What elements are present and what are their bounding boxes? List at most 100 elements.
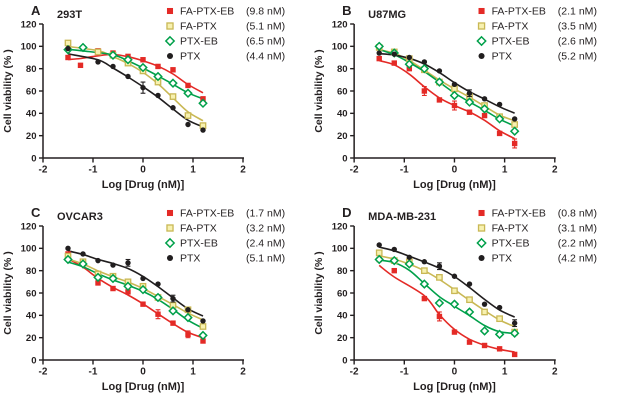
svg-text:40: 40 bbox=[337, 109, 348, 120]
legend-label: PTX bbox=[492, 51, 512, 63]
svg-text:-1: -1 bbox=[400, 165, 409, 176]
series-PTX bbox=[376, 242, 518, 328]
svg-text:120: 120 bbox=[332, 221, 348, 232]
legend-ic50: (2.2 nM) bbox=[558, 238, 597, 250]
panel-title: 293T bbox=[57, 9, 82, 21]
legend-ic50: (6.5 nM) bbox=[246, 36, 285, 48]
series-PTX bbox=[65, 45, 206, 133]
curve-PTX-EB bbox=[67, 261, 204, 330]
curve-FA-PTX-EB bbox=[378, 264, 515, 353]
legend-label: PTX-EB bbox=[180, 36, 218, 48]
svg-text:100: 100 bbox=[21, 42, 37, 53]
panel-title: MDA-MB-231 bbox=[368, 211, 436, 223]
svg-text:20: 20 bbox=[26, 131, 37, 142]
svg-text:2: 2 bbox=[240, 367, 246, 378]
series-PTX bbox=[376, 50, 518, 122]
legend-ic50: (1.7 nM) bbox=[246, 208, 285, 220]
legend-label: PTX bbox=[492, 253, 512, 265]
svg-text:-2: -2 bbox=[39, 165, 48, 176]
svg-text:-1: -1 bbox=[89, 165, 98, 176]
legend-label: PTX-EB bbox=[492, 36, 530, 48]
curve-PTX-EB bbox=[378, 48, 515, 127]
legend-ic50: (2.6 nM) bbox=[558, 36, 597, 48]
svg-text:0: 0 bbox=[342, 153, 347, 164]
series-PTX-EB bbox=[374, 254, 520, 340]
svg-text:0: 0 bbox=[452, 367, 458, 378]
curve-PTX bbox=[67, 250, 204, 317]
legend-label: FA-PTX bbox=[180, 223, 217, 235]
legend-ic50: (2.1 nM) bbox=[558, 6, 597, 18]
legend-ic50: (0.8 nM) bbox=[558, 208, 597, 220]
svg-text:20: 20 bbox=[337, 333, 348, 344]
series-PTX-EB bbox=[63, 254, 208, 341]
svg-text:80: 80 bbox=[337, 64, 348, 75]
svg-text:-2: -2 bbox=[39, 367, 48, 378]
svg-text:60: 60 bbox=[26, 86, 37, 97]
legend-label: PTX bbox=[180, 253, 200, 265]
svg-text:2: 2 bbox=[240, 165, 246, 176]
legend: FA-PTX-EB (9.8 nM) FA-PTX (5.1 nM) PTX-EB (6.… bbox=[164, 6, 285, 63]
legend-ic50: (3.1 nM) bbox=[558, 223, 597, 235]
svg-text:40: 40 bbox=[26, 311, 37, 322]
svg-text:120: 120 bbox=[21, 19, 37, 30]
svg-text:20: 20 bbox=[26, 333, 37, 344]
svg-text:100: 100 bbox=[332, 42, 348, 53]
legend-label: PTX-EB bbox=[492, 238, 530, 250]
svg-text:1: 1 bbox=[190, 165, 196, 176]
svg-text:60: 60 bbox=[337, 86, 348, 97]
svg-text:120: 120 bbox=[21, 221, 37, 232]
svg-text:-1: -1 bbox=[400, 367, 409, 378]
panel-D: -2 -1 0 1 2 0 20 40 60 80 100 120 Log [Drug (nM)] Cel… bbox=[311, 202, 623, 404]
legend: FA-PTX-EB (1.7 nM) FA-PTX (3.2 nM) PTX-EB (2.… bbox=[164, 208, 285, 265]
legend: FA-PTX-EB (2.1 nM) FA-PTX (3.5 nM) PTX-EB (2.… bbox=[476, 6, 597, 63]
panel-title: OVCAR3 bbox=[57, 211, 103, 223]
legend-ic50: (3.5 nM) bbox=[558, 21, 597, 33]
svg-text:80: 80 bbox=[26, 64, 37, 75]
svg-text:40: 40 bbox=[26, 109, 37, 120]
svg-text:1: 1 bbox=[502, 165, 508, 176]
svg-text:-2: -2 bbox=[350, 165, 359, 176]
legend-label: FA-PTX bbox=[492, 21, 529, 33]
panel-letter: A bbox=[31, 3, 41, 18]
panel-C: -2 -1 0 1 2 0 20 40 60 80 100 120 Log [Drug (nM)] Cel… bbox=[0, 202, 311, 404]
legend: FA-PTX-EB (0.8 nM) FA-PTX (3.1 nM) PTX-EB (2.… bbox=[476, 208, 597, 265]
svg-text:120: 120 bbox=[332, 19, 348, 30]
legend-label: PTX bbox=[180, 51, 200, 63]
y-axis-title: Cell viability (% ) bbox=[2, 49, 14, 132]
svg-text:20: 20 bbox=[337, 131, 348, 142]
svg-text:0: 0 bbox=[140, 165, 146, 176]
x-axis-title: Log [Drug (nM)] bbox=[413, 381, 496, 393]
legend-ic50: (2.4 nM) bbox=[246, 238, 285, 250]
panel-A: -2 -1 0 1 2 0 20 40 60 80 100 120 Log [Drug (nM)] Cel… bbox=[0, 0, 311, 202]
y-axis-title: Cell viability (% ) bbox=[313, 251, 325, 334]
legend-ic50: (5.2 nM) bbox=[558, 51, 597, 63]
svg-text:2: 2 bbox=[552, 165, 558, 176]
svg-text:2: 2 bbox=[552, 367, 558, 378]
series-PTX-EB bbox=[63, 42, 208, 109]
panel-B: -2 -1 0 1 2 0 20 40 60 80 100 120 Log [Drug (nM)] Cel… bbox=[311, 0, 623, 202]
series-PTX bbox=[65, 245, 206, 324]
svg-text:100: 100 bbox=[332, 244, 348, 255]
legend-ic50: (4.4 nM) bbox=[246, 51, 285, 63]
svg-text:60: 60 bbox=[26, 288, 37, 299]
panel-letter: D bbox=[342, 205, 351, 220]
legend-ic50: (5.1 nM) bbox=[246, 253, 285, 265]
legend-label: PTX-EB bbox=[180, 238, 218, 250]
svg-text:0: 0 bbox=[452, 165, 458, 176]
panel-letter: C bbox=[31, 205, 41, 220]
x-axis-title: Log [Drug (nM)] bbox=[413, 179, 496, 191]
panel-title: U87MG bbox=[368, 9, 406, 21]
svg-text:100: 100 bbox=[21, 244, 37, 255]
svg-text:60: 60 bbox=[337, 288, 348, 299]
legend-label: FA-PTX bbox=[492, 223, 529, 235]
curve-FA-PTX bbox=[67, 258, 204, 321]
y-axis-title: Cell viability (% ) bbox=[2, 251, 14, 334]
x-axis-title: Log [Drug (nM)] bbox=[102, 381, 185, 393]
